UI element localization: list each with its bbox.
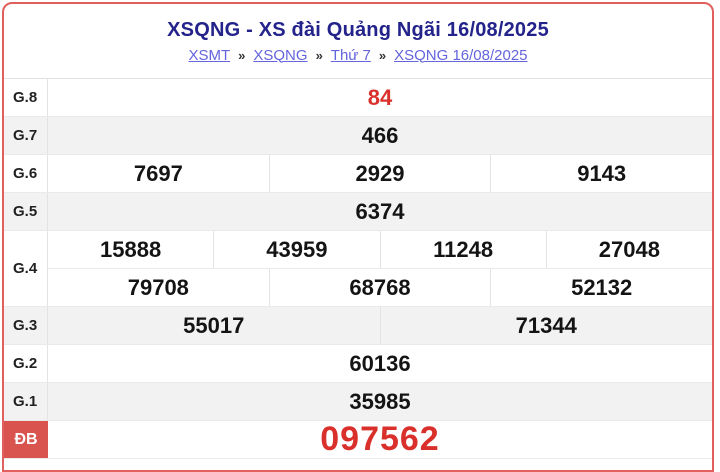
breadcrumb-link[interactable]: Thứ 7: [330, 46, 371, 64]
table-row: G.4 15888 43959 11248 27048 79708 68768 52132: [4, 231, 712, 307]
table-row: G.3 55017 71344: [4, 307, 712, 345]
prize-number: 9143: [490, 155, 712, 192]
page-title: XSQNG - XS đài Quảng Ngãi 16/08/2025: [167, 18, 549, 41]
prize-lines: 6374: [48, 193, 712, 230]
prize-label: G.2: [4, 345, 48, 382]
table-row: G.6 7697 2929 9143: [4, 155, 712, 193]
prize-number: 52132: [490, 269, 712, 306]
prize-number: 15888: [100, 236, 162, 262]
prize-number: 7697: [133, 160, 183, 186]
prize-number: 55017: [183, 312, 245, 338]
prize-lines: 35985: [48, 383, 712, 420]
prize-number: 11248: [379, 231, 546, 268]
results-table: G.8 84 G.7 466 G.6 7697 2929 9143 G.5 6374 G.4 1588…: [4, 78, 712, 459]
prize-lines: 60136: [48, 345, 712, 382]
table-row: G.7 466: [4, 117, 712, 155]
prize-lines: 097562: [48, 420, 712, 458]
prize-lines: 466: [48, 117, 712, 154]
breadcrumb-link[interactable]: XSMT: [188, 46, 231, 64]
prize-number: 68768: [268, 269, 491, 306]
breadcrumb-link[interactable]: XSQNG: [253, 46, 308, 64]
prize-label: G.4: [4, 231, 48, 306]
prize-number: 2929: [268, 155, 491, 192]
prize-number: 466: [361, 122, 399, 148]
prize-label: G.3: [4, 307, 48, 344]
breadcrumb-separator: »: [315, 47, 323, 63]
prize-number: 43959: [213, 231, 379, 268]
breadcrumb-separator: »: [238, 47, 246, 63]
prize-number: 84: [367, 84, 393, 110]
prize-label: ĐB: [4, 421, 48, 458]
table-row: ĐB 097562: [4, 420, 712, 459]
prize-number: 71344: [379, 307, 713, 344]
table-row: G.5 6374: [4, 193, 712, 231]
prize-number: 35985: [349, 388, 411, 414]
breadcrumb-separator: »: [378, 47, 387, 63]
prize-lines: 55017 71344: [48, 307, 712, 344]
prize-label: G.1: [4, 383, 48, 420]
prize-lines: 7697 2929 9143: [48, 155, 712, 192]
prize-number: 79708: [127, 274, 189, 300]
prize-lines: 15888 43959 11248 27048 79708 68768 52132: [48, 231, 712, 306]
prize-number: 097562: [320, 420, 440, 458]
card-header: XSQNG - XS đài Quảng Ngãi 16/08/2025 XSM…: [4, 4, 712, 78]
prize-number: 60136: [349, 350, 411, 376]
prize-label: G.5: [4, 193, 48, 230]
breadcrumb-link[interactable]: XSQNG 16/08/2025: [394, 46, 528, 64]
prize-number: 6374: [355, 198, 405, 224]
breadcrumb: XSMT » XSQNG » Thứ 7 » XSQNG 16/08/2025: [188, 47, 527, 64]
table-row: G.2 60136: [4, 345, 712, 383]
prize-lines: 84: [48, 79, 712, 116]
prize-label: G.8: [4, 79, 48, 116]
prize-label: G.6: [4, 155, 48, 192]
prize-number: 27048: [545, 231, 712, 268]
table-row: G.1 35985: [4, 383, 712, 421]
prize-label: G.7: [4, 117, 48, 154]
table-row: G.8 84: [4, 79, 712, 117]
